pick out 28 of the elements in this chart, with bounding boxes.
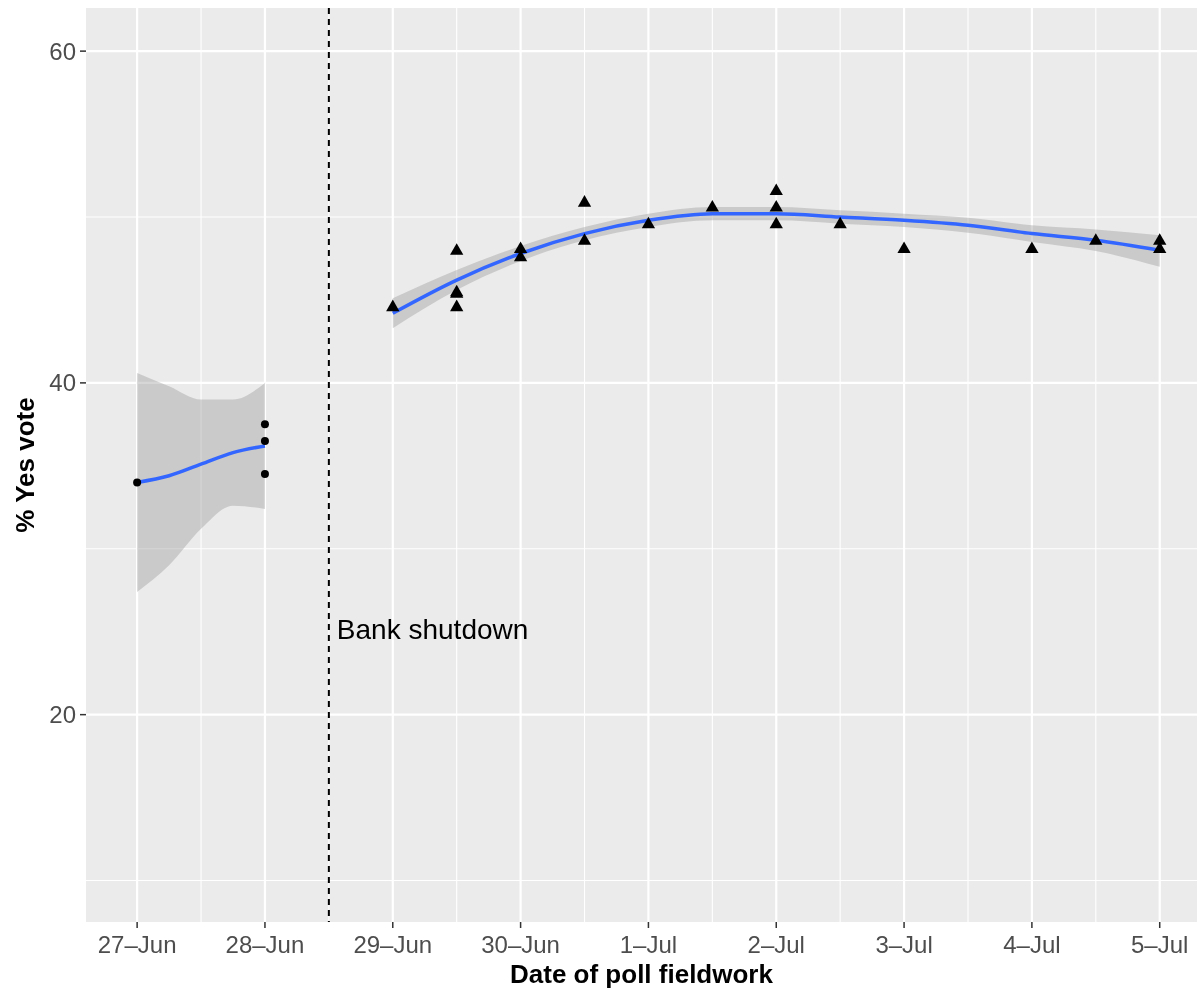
point [641, 216, 656, 229]
x-tick-label: 28–Jun [225, 931, 305, 958]
x-axis-title: Date of poll fieldwork [510, 959, 774, 989]
y-tick-label: 60 [49, 37, 76, 65]
point [260, 470, 269, 479]
point [386, 299, 400, 312]
point [260, 420, 269, 429]
ref-line-label: Bank shutdown [336, 613, 529, 645]
point [769, 200, 783, 212]
point [769, 216, 783, 229]
point [769, 183, 783, 196]
y-tick-label: 20 [49, 701, 76, 729]
point [513, 241, 528, 254]
y-tick-label: 40 [49, 369, 76, 397]
point [133, 478, 142, 487]
x-tick-label: 2–Jul [747, 931, 805, 958]
x-tick-label: 29–Jun [353, 931, 433, 958]
point [1153, 233, 1167, 245]
x-tick-label: 3–Jul [875, 931, 933, 958]
point [260, 436, 269, 445]
x-tick-label: 5–Jul [1131, 931, 1189, 958]
y-axis-title: % Yes vote [10, 397, 40, 533]
point [1025, 241, 1039, 254]
x-tick-label: 27–Jun [97, 931, 177, 958]
x-tick-label: 1–Jul [619, 931, 678, 958]
x-tick-label: 30–Jun [481, 931, 560, 958]
x-tick-label: 4–Jul [1003, 931, 1061, 958]
point [897, 241, 911, 254]
